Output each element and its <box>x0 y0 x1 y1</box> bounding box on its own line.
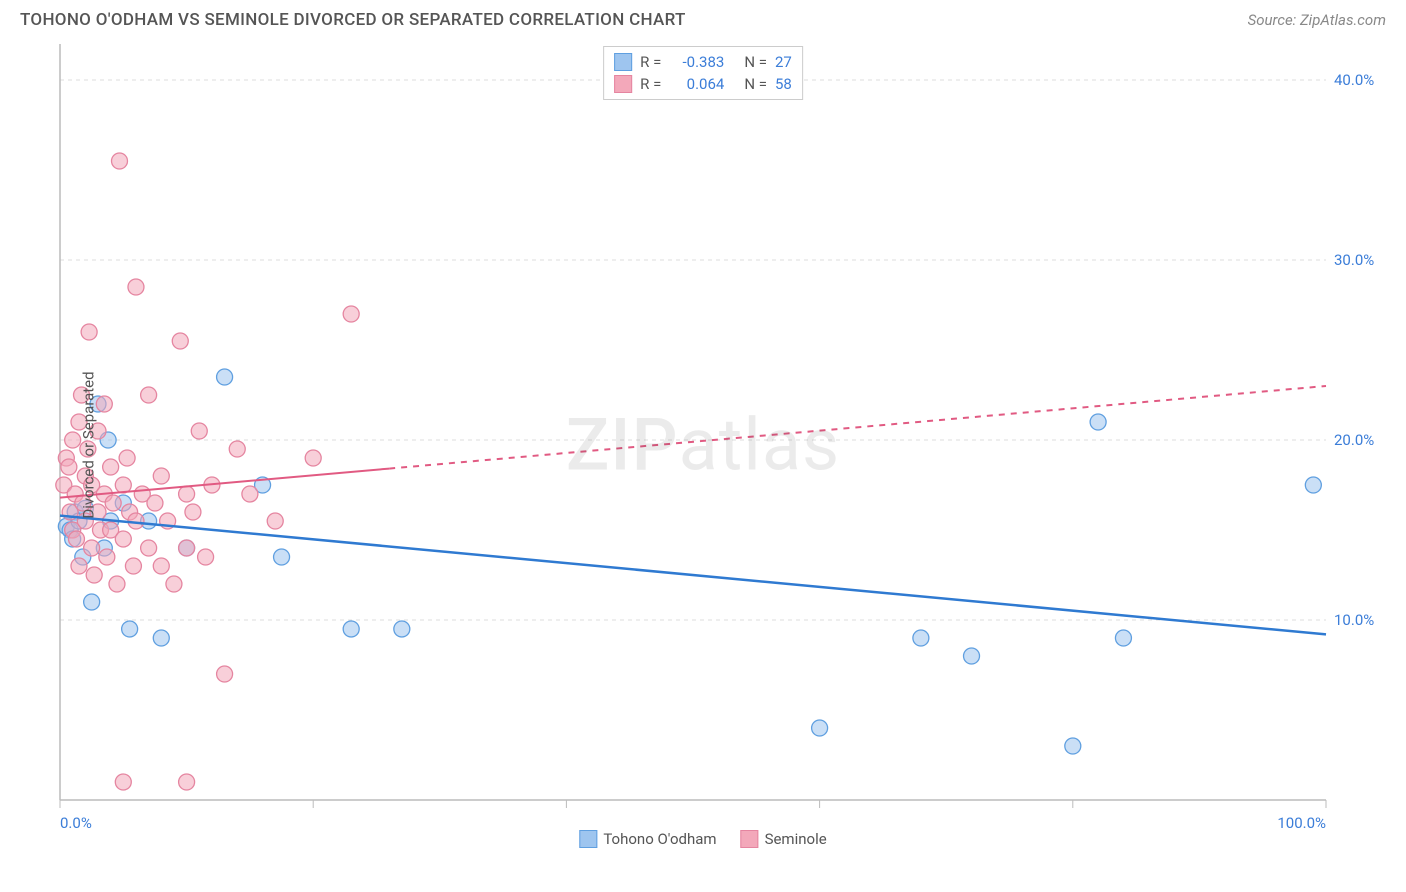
svg-text:10.0%: 10.0% <box>1334 611 1374 629</box>
svg-text:30.0%: 30.0% <box>1334 251 1374 269</box>
legend-swatch <box>614 53 632 71</box>
legend-swatch <box>614 75 632 93</box>
legend-stats: R = -0.383 N = 27 R = 0.064 N = 58 <box>603 46 803 100</box>
legend-stats-row: R = 0.064 N = 58 <box>614 73 792 95</box>
scatter-chart: 10.0% 20.0% 30.0% 40.0% 0.0% 100.0% <box>20 40 1386 850</box>
source-attribution: Source: ZipAtlas.com <box>1248 11 1386 29</box>
legend-n-label: N = <box>744 53 767 71</box>
legend-r-value: 0.064 <box>669 75 724 93</box>
legend-swatch <box>579 830 597 848</box>
legend-series-label: Seminole <box>765 830 827 848</box>
legend-r-label: R = <box>640 75 661 93</box>
legend-n-value: 27 <box>775 53 792 71</box>
legend-series-label: Tohono O'odham <box>603 830 716 848</box>
legend-series-item: Tohono O'odham <box>579 830 716 848</box>
legend-n-value: 58 <box>775 75 792 93</box>
svg-text:20.0%: 20.0% <box>1334 431 1374 449</box>
y-axis-label: Divorced or Separated <box>80 371 98 518</box>
svg-text:0.0%: 0.0% <box>60 814 92 832</box>
svg-text:40.0%: 40.0% <box>1334 71 1374 89</box>
legend-swatch <box>741 830 759 848</box>
legend-series-item: Seminole <box>741 830 827 848</box>
legend-series: Tohono O'odham Seminole <box>579 830 826 848</box>
chart-container: Divorced or Separated 10.0% 20.0% 30.0% 40.… <box>20 40 1386 850</box>
svg-text:100.0%: 100.0% <box>1277 814 1326 832</box>
chart-title: TOHONO O'ODHAM VS SEMINOLE DIVORCED OR S… <box>20 10 686 30</box>
legend-stats-row: R = -0.383 N = 27 <box>614 51 792 73</box>
legend-r-value: -0.383 <box>669 53 724 71</box>
header: TOHONO O'ODHAM VS SEMINOLE DIVORCED OR S… <box>0 0 1406 30</box>
legend-r-label: R = <box>640 53 661 71</box>
legend-n-label: N = <box>744 75 767 93</box>
